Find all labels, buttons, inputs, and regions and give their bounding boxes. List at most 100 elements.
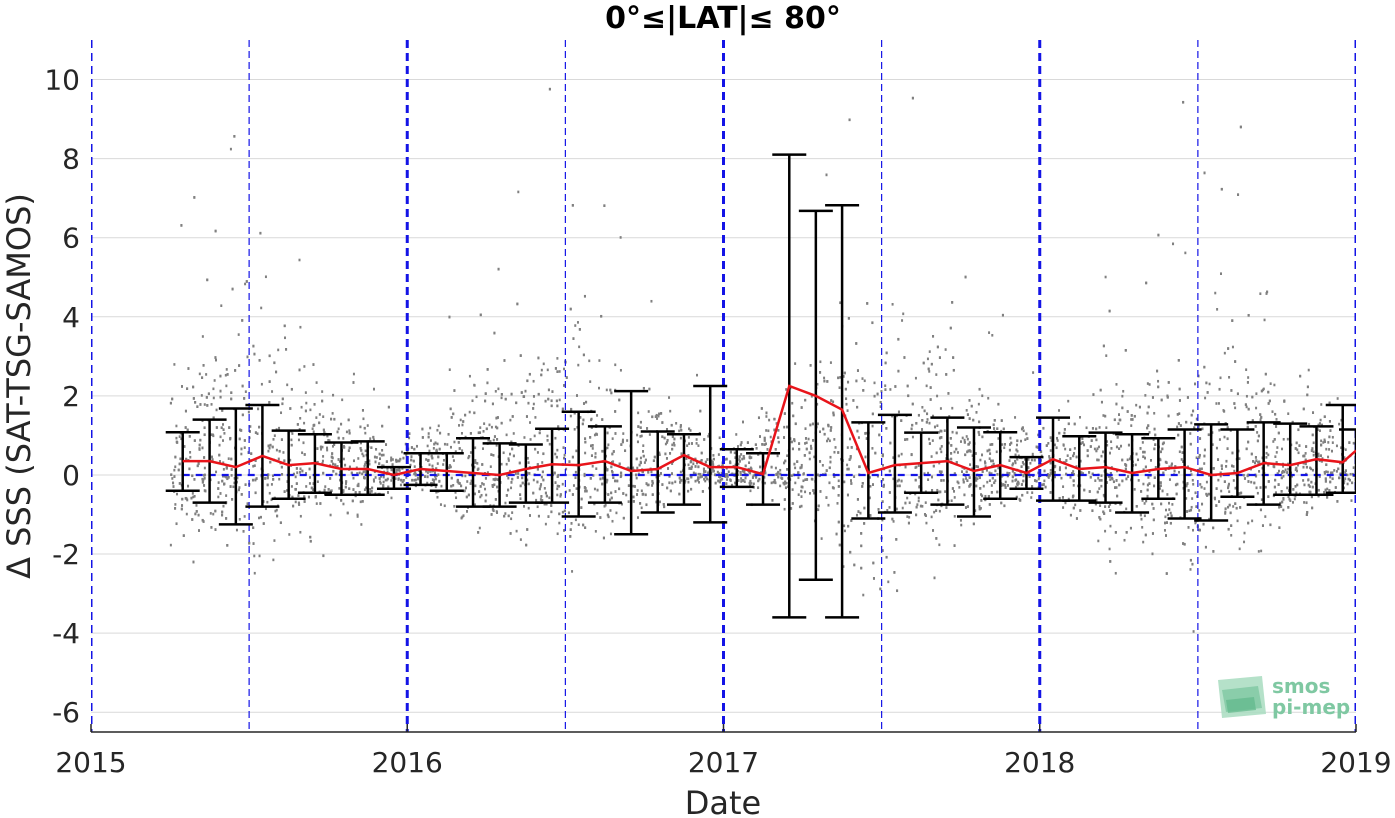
data-point <box>1146 483 1149 487</box>
data-point <box>206 278 209 282</box>
data-point <box>794 362 797 365</box>
data-point <box>1303 483 1306 487</box>
data-point <box>977 430 980 434</box>
data-point <box>427 458 430 462</box>
data-point <box>1056 436 1059 440</box>
data-point <box>1071 472 1074 475</box>
data-point <box>1281 500 1284 504</box>
data-point <box>1073 447 1076 450</box>
data-point <box>576 321 579 324</box>
data-point <box>718 480 721 484</box>
data-point <box>507 488 510 492</box>
data-point <box>1212 467 1215 470</box>
data-point <box>1264 372 1267 376</box>
data-point <box>1062 443 1065 446</box>
data-point <box>1206 494 1209 497</box>
data-point <box>448 368 451 371</box>
data-point <box>833 438 836 441</box>
data-point <box>490 453 493 456</box>
data-point <box>309 539 312 543</box>
data-point <box>562 446 565 449</box>
data-point <box>1329 475 1332 479</box>
data-point <box>322 471 325 475</box>
data-point <box>495 444 498 447</box>
data-point <box>1251 419 1254 422</box>
data-point <box>556 475 559 479</box>
data-point <box>1272 465 1275 468</box>
data-point <box>547 515 550 518</box>
data-point <box>1112 480 1115 484</box>
data-point <box>271 390 274 393</box>
data-point <box>861 485 864 488</box>
data-point <box>537 514 540 518</box>
data-point <box>1247 440 1250 444</box>
data-point <box>1269 382 1272 385</box>
data-point <box>951 301 954 304</box>
data-point <box>295 467 298 470</box>
data-point <box>690 475 693 479</box>
data-point <box>700 459 703 462</box>
data-point <box>784 459 787 463</box>
data-point <box>247 410 250 414</box>
data-point <box>821 464 824 467</box>
data-point <box>1024 438 1027 441</box>
data-point <box>740 480 743 483</box>
data-point <box>264 477 267 480</box>
data-point <box>435 490 438 494</box>
data-point <box>1166 513 1169 517</box>
data-point <box>315 416 318 419</box>
data-point <box>1161 489 1164 493</box>
data-point <box>614 479 617 483</box>
data-point <box>529 421 532 424</box>
data-point <box>184 409 187 413</box>
data-point <box>494 477 497 481</box>
data-point <box>1163 529 1166 532</box>
data-point <box>1289 499 1292 502</box>
data-point <box>1335 470 1338 473</box>
data-point <box>280 465 283 469</box>
data-point <box>294 500 297 504</box>
data-point <box>1291 420 1294 424</box>
data-point <box>911 402 914 406</box>
data-point <box>1325 470 1328 473</box>
data-point <box>1141 526 1144 529</box>
data-point <box>460 484 463 488</box>
data-point <box>526 471 529 475</box>
data-point <box>619 236 622 239</box>
data-point <box>1069 457 1072 460</box>
data-point <box>958 486 961 489</box>
data-point <box>618 398 621 402</box>
data-point <box>268 354 271 358</box>
data-point <box>938 436 941 440</box>
data-point <box>1008 472 1011 475</box>
data-point <box>1273 383 1276 387</box>
data-point <box>595 432 598 436</box>
data-point <box>386 491 389 494</box>
data-point <box>929 398 932 401</box>
data-point <box>1201 427 1204 431</box>
data-point <box>321 445 324 449</box>
data-point <box>1030 496 1033 499</box>
data-point <box>589 436 592 439</box>
data-point <box>959 519 962 522</box>
data-point <box>846 493 849 497</box>
data-point <box>1307 368 1310 372</box>
data-point <box>802 472 805 476</box>
data-point <box>1149 459 1152 462</box>
data-point <box>843 529 846 533</box>
data-point <box>751 476 754 479</box>
data-point <box>313 423 316 427</box>
data-point <box>1256 439 1259 443</box>
data-point <box>880 390 883 393</box>
data-point <box>944 348 947 351</box>
data-point <box>908 501 911 505</box>
data-point <box>1273 485 1276 489</box>
data-point <box>489 465 492 468</box>
data-point <box>181 497 184 501</box>
data-point <box>639 420 642 424</box>
data-point <box>1014 459 1017 463</box>
data-point <box>1003 483 1006 487</box>
data-point <box>1022 479 1025 483</box>
data-point <box>669 489 672 493</box>
data-point <box>590 444 593 448</box>
